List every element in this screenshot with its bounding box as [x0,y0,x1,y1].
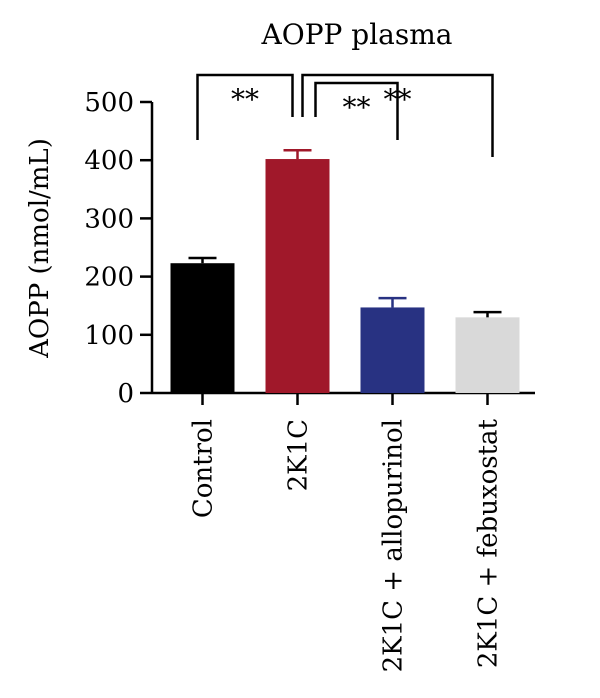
bar [265,159,330,393]
significance-label: ** [384,83,412,116]
bar [455,317,520,393]
significance-bracket [196,73,294,140]
y-tick-label: 100 [84,321,134,351]
x-tick-label: 2K1C + allopurinol [379,419,409,672]
y-tick-label: 0 [117,379,134,409]
y-tick-label: 500 [84,88,134,118]
x-tick-label: 2K1C + febuxostat [474,418,504,668]
chart-title: AOPP plasma [261,18,453,51]
significance-label: ** [231,83,259,116]
x-tick-label: 2K1C [284,419,314,491]
significance-bracket [301,73,494,157]
plot-area: 0 100 200 300 400 500 Control 2K1C 2K1C + allopu… [84,73,535,672]
y-tick-label: 400 [84,146,134,176]
y-tick-label: 200 [84,263,134,293]
significance-bracket [314,81,399,140]
y-axis-label: AOPP (nmol/mL) [25,138,55,359]
significance-label: ** [343,91,371,124]
y-tick-label: 300 [84,204,134,234]
x-tick-label: Control [189,419,219,518]
bar [170,263,235,393]
bar [360,307,425,393]
